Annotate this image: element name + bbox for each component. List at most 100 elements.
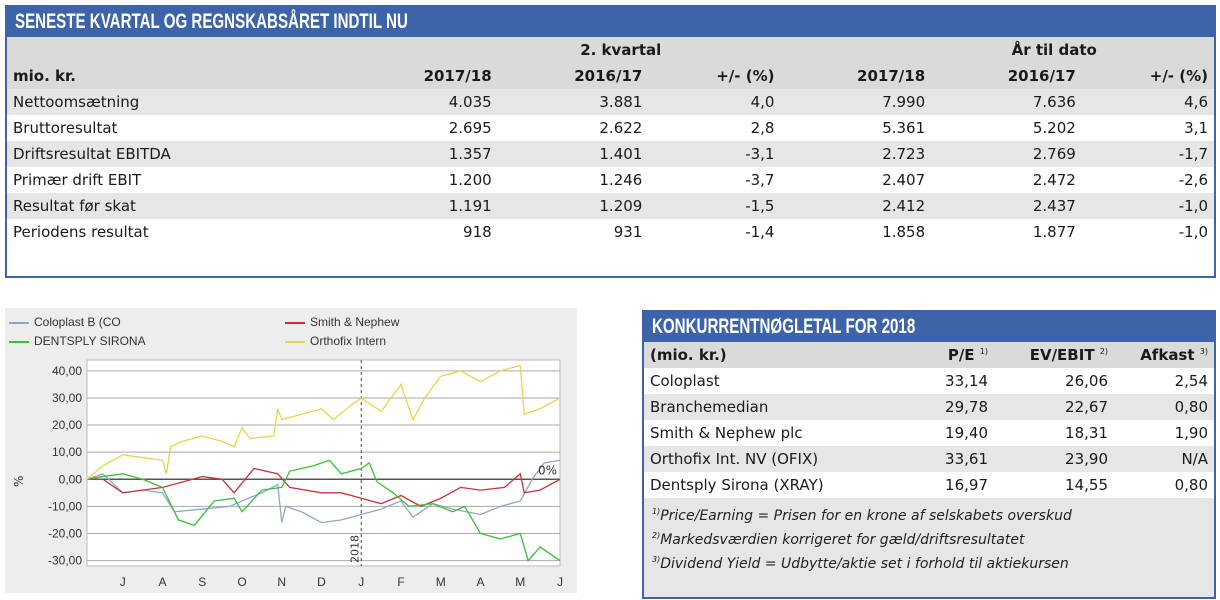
x-tick-label: M [515,575,525,589]
x-tick-label: M [436,575,446,589]
legend-swatch [285,340,305,343]
value-cell: 1.877 [1032,223,1076,241]
value-cell: 918 [463,223,492,241]
value-cell: 2.769 [1032,145,1076,163]
value-cell: 4,6 [1184,93,1208,111]
legend-label: DENTSPLY SIRONA [34,334,146,348]
x-tick-label: D [317,575,326,589]
value-cell: 2.622 [599,119,643,137]
value-cell: 1.191 [448,197,492,215]
competitor-title-bar: KONKURRENTNØGLETAL FOR 2018 [644,312,1214,342]
y-tick-label: -20,00 [48,526,82,540]
y-tick-label: -10,00 [48,499,82,513]
footnote-text: Markedsværdien korrigeret for gæld/drift… [660,532,1025,548]
legend-swatch [9,321,29,324]
value-cell: 18,31 [1065,424,1108,442]
footnote-marker: 3) [1199,347,1208,356]
legend-swatch [285,321,305,324]
value-cell: 1.858 [882,223,926,241]
x-tick-label: J [120,575,126,589]
column-header: 2017/18 [423,67,492,85]
x-tick-label: O [237,575,246,589]
footnote-marker: 1) [979,347,988,356]
value-cell: 2,8 [750,119,775,137]
y-tick-label: -30,00 [48,554,82,568]
column-label: (mio. kr.) [650,346,727,364]
value-cell: 2.472 [1032,171,1076,189]
footnote: 3)Dividend Yield = Udbytte/aktie set i f… [652,550,1206,574]
table-row: Branchemedian 29,78 22,67 0,80 [644,394,1214,420]
value-cell: 5.361 [882,119,926,137]
table-row: Primær drift EBIT 1.200 1.246 -3,7 2.407 2.47… [7,167,1214,193]
group-header-quarter: 2. kvartal [580,41,662,59]
column-header: P/E 1) [874,342,994,368]
value-cell: -2,6 [1178,171,1208,189]
year-marker-label: 2018 [348,535,361,563]
y-tick-label: 0,00 [59,472,83,486]
row-label: Primær drift EBIT [13,171,142,189]
column-label: Afkast [1140,346,1195,364]
footnote-marker: 2) [652,531,661,540]
value-cell: 1.357 [448,145,492,163]
series-line-dentsply-sirona [86,459,561,562]
value-cell: -3,7 [745,171,775,189]
footnote: 2)Markedsværdien korrigeret for gæld/dri… [652,526,1206,550]
value-cell: -1,0 [1178,223,1208,241]
footnote-marker: 2) [1099,347,1108,356]
x-tick-label: J [557,575,563,589]
competitor-header-row: (mio. kr.) P/E 1) EV/EBIT 2) Afkast 3) [644,342,1214,368]
competitor-title: KONKURRENTNØGLETAL FOR 2018 [652,315,916,338]
value-cell: 33,14 [945,372,988,390]
legend-item-coloplast: Coloplast B (CO [9,315,121,329]
row-label: Resultat før skat [13,197,136,215]
legend-item-orthofix: Orthofix Intern [285,334,386,348]
column-header-row: mio. kr. 2017/18 2016/17 +/- (%) 2017/18 2016… [7,63,1214,89]
legend-label: Orthofix Intern [310,334,387,348]
value-cell: 2.407 [882,171,926,189]
legend-label: Smith & Nephew [310,315,400,329]
table-row: Dentsply Sirona (XRAY) 16,97 14,55 0,80 [644,472,1214,498]
value-cell: 33,61 [945,450,988,468]
company-name: Branchemedian [650,398,769,416]
footnote: 1)Price/Earning = Prisen for en krone af… [652,502,1206,526]
value-cell: 26,06 [1065,372,1108,390]
value-cell: 1.200 [448,171,492,189]
company-name: Dentsply Sirona (XRAY) [650,476,824,494]
value-cell: 29,78 [945,398,988,416]
value-cell: 2.723 [882,145,926,163]
x-tick-label: S [198,575,206,589]
row-label: Bruttoresultat [13,119,118,137]
value-cell: N/A [1181,450,1208,468]
footnote-marker: 1) [652,507,661,516]
value-cell: 4.035 [448,93,492,111]
y-tick-label: 10,00 [52,445,82,459]
legend-swatch [9,340,29,343]
quarter-results-title: SENESTE KVARTAL OG REGNSKABSÅRET INDTIL … [15,10,408,33]
column-header: mio. kr. [13,67,76,85]
group-header-row: 2. kvartal År til dato [7,37,1214,63]
series-line-smith-nephew [87,467,561,508]
group-header-ytd: År til dato [1011,41,1097,59]
table-row: Nettoomsætning 4.035 3.881 4,0 7.990 7.636 4,6 [7,89,1214,115]
column-header: EV/EBIT 2) [994,342,1114,368]
value-cell: 2.437 [1032,197,1076,215]
y-tick-label: 30,00 [52,391,82,405]
row-label: Nettoomsætning [13,93,140,111]
chart-svg: 40,00 30,00 20,00 10,00 0,00 -10,00 -20,00 -30,… [12,359,563,589]
series-line-orthofix-intern [86,364,561,480]
competitor-table: (mio. kr.) P/E 1) EV/EBIT 2) Afkast 3) Colo… [644,342,1214,498]
value-cell: 3,1 [1184,119,1208,137]
value-cell: 0,80 [1174,398,1208,416]
x-tick-label: N [277,575,286,589]
value-cell: -1,5 [745,197,775,215]
x-tick-label: F [397,575,404,589]
value-cell: 22,67 [1065,398,1108,416]
legend-item-smith-nephew: Smith & Nephew [285,315,399,329]
value-cell: 2,54 [1174,372,1208,390]
value-cell: 1,90 [1174,424,1208,442]
footnotes: 1)Price/Earning = Prisen for en krone af… [644,498,1214,578]
company-name: Orthofix Int. NV (OFIX) [650,450,819,468]
value-cell: 7.636 [1032,93,1076,111]
legend-label: Coloplast B (CO [34,315,121,329]
value-cell: 23,90 [1065,450,1108,468]
